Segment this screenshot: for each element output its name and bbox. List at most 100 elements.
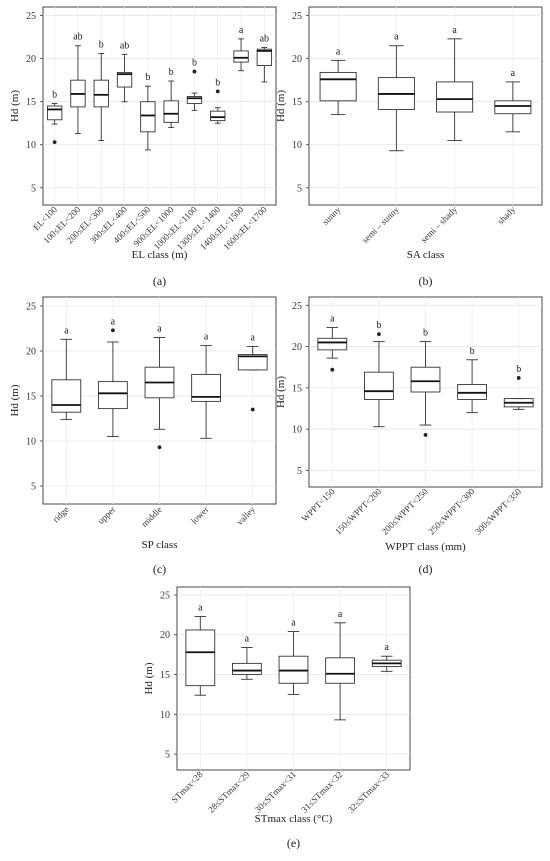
box-10: ab (256, 33, 273, 83)
significance-letter: b (52, 89, 57, 100)
significance-letter: a (64, 325, 69, 336)
box-iqr (410, 366, 441, 393)
panel-label: (d) (419, 562, 433, 576)
x-category-label: 200≤WPPT<250 (380, 486, 431, 537)
x-category-label: WPPT<150 (300, 486, 338, 524)
box-5: b (503, 364, 534, 410)
x-category-label: shady (495, 204, 517, 226)
y-tick-label: 15 (160, 670, 170, 681)
significance-letter: b (169, 67, 174, 78)
y-tick-label: 10 (292, 425, 302, 436)
significance-letter: a (111, 316, 116, 327)
significance-letter: b (423, 328, 428, 339)
significance-letter: b (192, 58, 197, 69)
box-iqr (163, 100, 179, 123)
outlier-point (423, 433, 428, 437)
box-iqr (364, 371, 394, 400)
significance-letter: a (245, 633, 250, 644)
outlier-point (330, 367, 335, 372)
significance-letter: ab (120, 40, 129, 51)
box-iqr (210, 110, 226, 122)
box-iqr (325, 657, 355, 684)
box-1: a (51, 325, 82, 420)
outlier-point (250, 407, 255, 412)
significance-letter: a (198, 602, 203, 613)
panel-label: (c) (153, 562, 166, 576)
y-tick-label: 5 (297, 466, 302, 477)
box-8: b (210, 77, 226, 124)
significance-letter: a (384, 642, 389, 653)
significance-letter: a (452, 25, 457, 36)
box-3: a (436, 25, 474, 141)
box-5: a (237, 333, 268, 412)
y-tick-label: 25 (26, 302, 36, 313)
significance-letter: a (330, 314, 335, 325)
box-iqr (232, 662, 262, 675)
x-category-label: upper (96, 504, 118, 526)
y-tick-label: 20 (292, 54, 302, 65)
outlier-point (192, 69, 197, 74)
panel-4: 5 10 15 20 25 Hd (m) a WPPT<150 b 150≤WPPT<200 b 20… (275, 296, 543, 576)
panel-2: 5 10 15 20 25 Hd (m) a sunny a semi – sunny a semi … (275, 6, 543, 288)
y-axis-title: Hd (m) (275, 90, 287, 122)
panel-label: (b) (419, 274, 433, 288)
y-axis-title: Hd (m) (275, 376, 287, 408)
x-category-label: sunny (320, 204, 343, 227)
y-tick-label: 15 (292, 383, 302, 394)
box-4: ab (116, 40, 133, 103)
significance-letter: ab (260, 33, 269, 44)
box-2: b (364, 320, 394, 428)
x-category-label: lower (189, 504, 211, 526)
significance-letter: a (394, 32, 399, 43)
significance-letter: b (376, 320, 381, 331)
y-tick-label: 20 (160, 630, 170, 641)
x-category-label: 28≤STmax<29 (206, 769, 252, 815)
box-3: a (278, 618, 309, 695)
y-tick-label: 5 (31, 482, 36, 493)
significance-letter: b (516, 364, 521, 375)
panel-label: (e) (287, 836, 300, 850)
panel-5: 5 10 15 20 25 Hd (m) a STmax<28 a 28≤STmax<29 a 30≤… (143, 586, 411, 850)
box-5: a (371, 642, 402, 672)
box-iqr (319, 71, 357, 102)
box-1: a (185, 602, 216, 696)
outlier-point (377, 332, 381, 337)
box-2: a (377, 32, 415, 152)
x-category-label: semi – shady (419, 204, 460, 245)
box-2: ab (70, 32, 86, 134)
x-axis-title: WPPT class (mm) (385, 541, 466, 553)
y-axis-title: Hd (m) (9, 90, 21, 122)
y-tick-label: 25 (292, 301, 302, 312)
box-iqr (317, 337, 348, 351)
y-tick-label: 20 (26, 347, 36, 358)
outlier-point (52, 140, 57, 145)
box-iqr (256, 48, 273, 66)
box-6: b (163, 67, 179, 128)
significance-letter: b (215, 77, 220, 88)
box-3: b (93, 39, 109, 141)
box-iqr (185, 629, 216, 687)
x-category-label: semi – sunny (360, 204, 401, 245)
x-category-label: 30≤STmax<31 (253, 769, 298, 814)
significance-letter: b (470, 346, 475, 357)
y-tick-label: 20 (26, 54, 36, 65)
panel-label: (a) (153, 274, 166, 288)
box-iqr (237, 354, 268, 371)
significance-letter: a (204, 332, 209, 343)
box-4: a (191, 332, 221, 439)
significance-letter: a (157, 324, 162, 335)
box-4: a (494, 68, 532, 133)
box-1: a (319, 46, 357, 116)
outlier-point (111, 328, 115, 333)
box-4: b (457, 346, 487, 414)
outlier-point (516, 376, 521, 380)
y-axis-title: Hd (m) (9, 384, 21, 416)
y-tick-label: 20 (292, 342, 302, 353)
x-category-label: 300≤WPPT<350 (473, 486, 524, 537)
significance-letter: a (250, 333, 255, 344)
significance-letter: a (338, 609, 343, 620)
y-tick-label: 10 (292, 140, 302, 151)
y-tick-label: 25 (292, 11, 302, 22)
